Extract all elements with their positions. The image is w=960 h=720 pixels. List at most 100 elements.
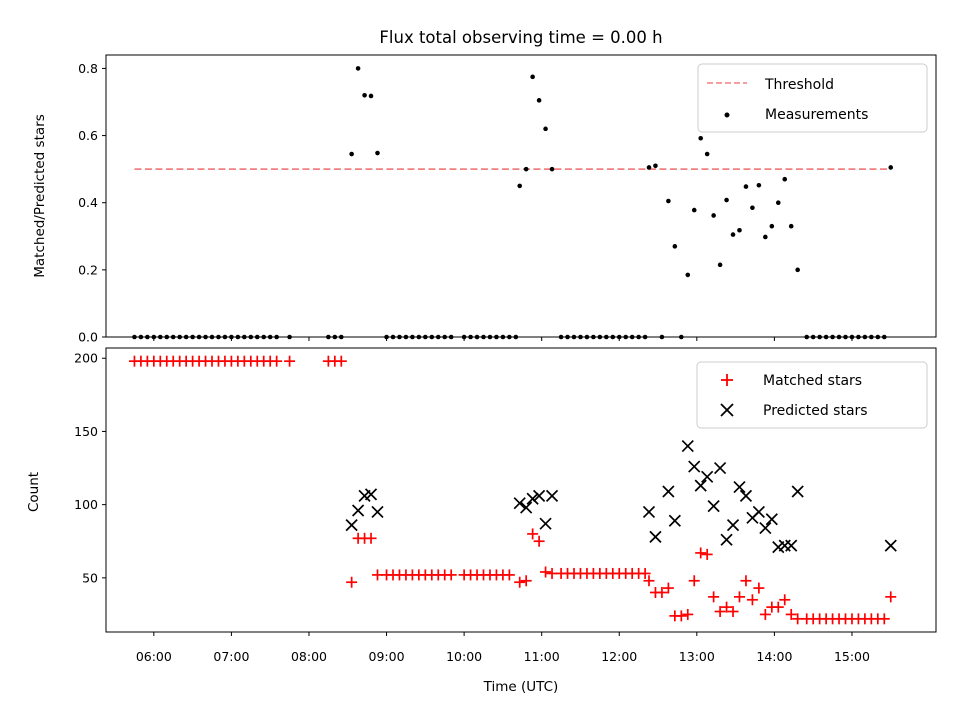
count-legend: Matched stars Predicted stars (696, 361, 928, 429)
predicted-star-point (707, 500, 720, 513)
matched-star-point (785, 608, 797, 620)
count-y-axis-label: Count (26, 472, 42, 512)
matched-star-point (527, 528, 539, 540)
predicted-star-point (733, 480, 746, 494)
legend-matched-label: Matched stars (763, 373, 862, 389)
predicted-star-point (694, 479, 707, 492)
x-tick-label: 06:00 (136, 649, 172, 664)
measurement-point (750, 205, 755, 211)
measurement-point (691, 207, 697, 213)
matched-star-point (540, 566, 552, 578)
measurement-point (724, 197, 729, 203)
ratio-axes: 0.0 0.2 0.4 0.6 0.8 (78, 54, 937, 345)
ratio-y-tick-label: 0.4 (78, 195, 98, 210)
count-marks (128, 355, 897, 625)
predicted-star-point (791, 485, 804, 498)
legend-measurements-label: Measurements (765, 107, 868, 123)
x-tick-label: 12:00 (601, 649, 637, 664)
matched-star-point (514, 576, 526, 588)
measurement-point (704, 151, 710, 157)
legend-threshold-label: Threshold (764, 77, 834, 93)
predicted-star-point (726, 519, 740, 532)
matched-star-point (533, 535, 545, 547)
ratio-y-tick-label: 0.0 (78, 330, 98, 345)
matched-star-point (520, 575, 532, 587)
matched-star-point (721, 601, 733, 613)
x-tick-label: 15:00 (834, 649, 870, 664)
predicted-star-point (785, 539, 798, 552)
measurement-point (666, 198, 671, 204)
matched-star-point (759, 608, 771, 620)
count-plot-frame (105, 347, 937, 633)
predicted-star-point (513, 497, 526, 510)
matched-star-point (733, 591, 745, 603)
matched-star-point (708, 591, 720, 603)
measurement-point (795, 267, 800, 273)
predicted-star-point (668, 514, 681, 527)
matched-star-point (503, 569, 515, 581)
predicted-star-point (662, 485, 675, 498)
measurement-point (711, 213, 716, 218)
measurement-point (543, 126, 548, 132)
predicted-star-point (688, 460, 701, 473)
predicted-star-point (884, 539, 897, 552)
measurement-point (788, 223, 794, 229)
measurement-point (737, 227, 742, 233)
ratio-legend: Threshold Measurements (697, 63, 928, 133)
measurement-point (355, 66, 361, 71)
measurement-point (517, 183, 523, 189)
predicted-star-point (520, 501, 533, 514)
measurement-point (368, 93, 374, 99)
ratio-panel: 0.00.20.40.60.8 Matched/Predicted stars … (32, 54, 937, 345)
x-tick-label: 14:00 (756, 649, 792, 664)
ratio-plot-frame (105, 54, 937, 338)
matched-star-point (714, 606, 726, 618)
predicted-star-point (545, 489, 559, 502)
predicted-star-point (681, 439, 694, 453)
predicted-star-point (642, 505, 656, 519)
measurement-point (698, 135, 704, 141)
predicted-star-point (739, 489, 753, 502)
measurement-point (782, 176, 788, 182)
measurement-point (756, 182, 762, 188)
count-y-tick-label: 100 (74, 497, 98, 512)
count-panel: 50 100 150 200 06:00 07:00 08:00 09:00 10:00 11:0… (26, 347, 937, 695)
matched-star-point (639, 567, 651, 579)
count-y-tick-label: 50 (82, 570, 98, 585)
legend-measurements-swatch (724, 112, 730, 118)
measurement-point (743, 184, 749, 189)
x-tick-label: 13:00 (679, 649, 715, 664)
matched-star-point (688, 575, 700, 587)
legend-matched-swatch (721, 374, 733, 386)
matched-star-point (682, 608, 694, 620)
predicted-star-point (539, 517, 552, 530)
measurement-point (672, 244, 678, 249)
matched-star-point (675, 610, 687, 622)
matched-star-point (643, 575, 655, 587)
measurement-point (685, 272, 691, 278)
matched-star-point (346, 576, 358, 588)
measurement-point (730, 232, 736, 237)
measurement-point (769, 223, 775, 229)
predicted-star-point (765, 513, 778, 526)
predicted-star-point (720, 533, 733, 546)
x-axis-label: Time (UTC) (483, 679, 559, 695)
measurement-point (349, 151, 354, 157)
matched-star-point (727, 606, 739, 618)
matched-star-point (746, 594, 758, 606)
chart-title: Flux total observing time = 0.00 h (379, 28, 662, 47)
ratio-y-axis-label: Matched/Predicted stars (32, 114, 48, 277)
predicted-star-point (371, 505, 384, 519)
measurement-point (888, 165, 894, 170)
predicted-star-point (649, 530, 662, 543)
matched-star-point (701, 548, 713, 560)
ratio-y-tick-label: 0.2 (78, 262, 98, 277)
predicted-star-point (713, 461, 727, 475)
matched-star-point (885, 591, 897, 603)
count-axes: 50 100 150 200 06:00 07:00 08:00 09:00 10:00 11:0… (74, 347, 937, 664)
matched-star-point (695, 547, 707, 559)
matched-star-point (662, 582, 674, 594)
matched-star-point (878, 613, 890, 625)
matched-star-point (284, 355, 296, 367)
predicted-star-point (345, 519, 358, 532)
